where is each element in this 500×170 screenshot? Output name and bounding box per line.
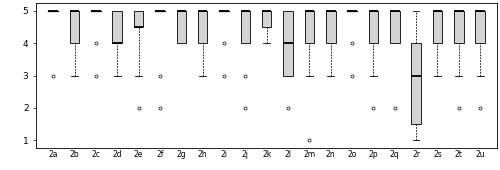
Bar <box>176 11 186 43</box>
Bar <box>412 43 421 124</box>
Bar <box>476 11 485 43</box>
Bar <box>368 11 378 43</box>
Bar <box>304 11 314 43</box>
Bar <box>326 11 336 43</box>
Bar <box>112 11 122 43</box>
Bar <box>283 11 293 75</box>
Bar <box>262 11 272 27</box>
Bar <box>454 11 464 43</box>
Bar <box>240 11 250 43</box>
Bar <box>198 11 207 43</box>
Bar <box>432 11 442 43</box>
Bar <box>134 11 143 27</box>
Bar <box>70 11 80 43</box>
Bar <box>390 11 400 43</box>
